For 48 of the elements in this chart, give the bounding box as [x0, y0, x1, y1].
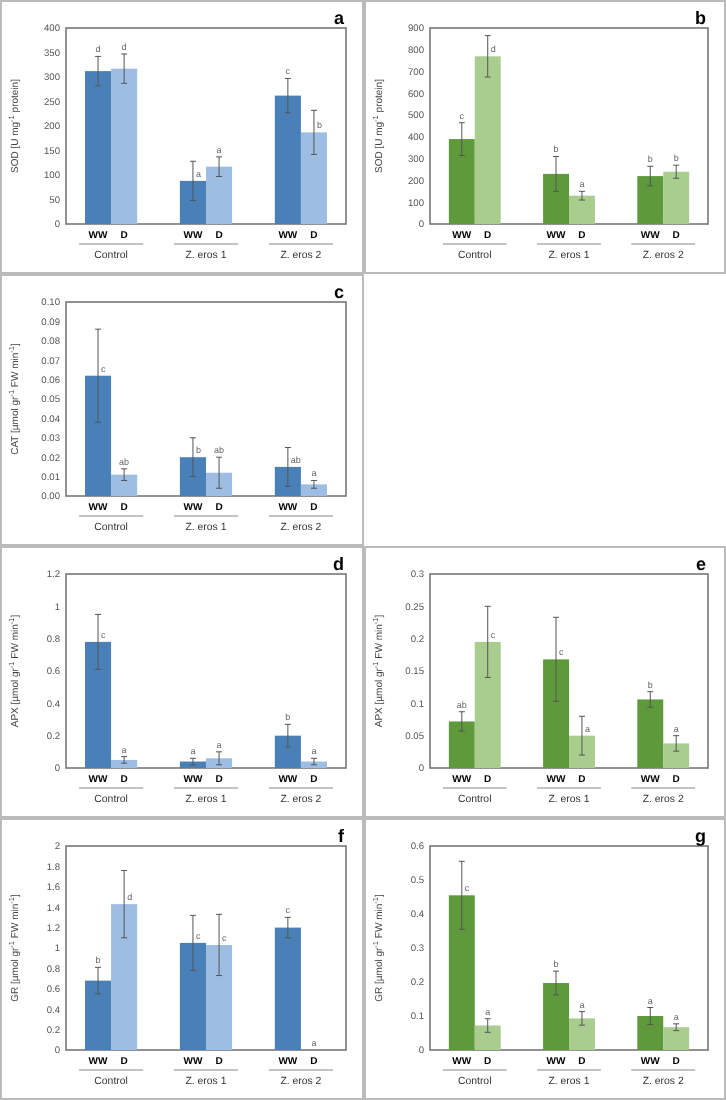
bar [448, 895, 475, 1050]
bar [84, 980, 112, 1050]
bar [543, 983, 569, 1050]
bar [274, 466, 301, 496]
bar [274, 735, 301, 768]
bar [274, 95, 301, 224]
bar [637, 699, 664, 768]
chart-title: c [333, 282, 344, 302]
bar [569, 1018, 595, 1050]
bar [300, 761, 328, 768]
chart-title: g [695, 826, 706, 846]
bar [448, 721, 475, 768]
bar [206, 166, 233, 224]
chart-title: b [695, 8, 707, 28]
chart-title: e [695, 554, 706, 574]
bar [111, 474, 138, 496]
bar [84, 641, 112, 768]
bar [543, 173, 569, 224]
chart-title: a [333, 8, 346, 28]
bar [474, 1025, 501, 1050]
bar [84, 71, 112, 224]
bar [663, 1027, 690, 1050]
chart-title: d [333, 554, 344, 574]
bar [448, 139, 475, 224]
bar [474, 641, 501, 768]
bar [179, 761, 206, 768]
bar [84, 375, 112, 496]
bar [206, 472, 233, 496]
bar [206, 758, 233, 768]
bar [663, 743, 690, 768]
bar [111, 759, 138, 768]
bar [206, 944, 233, 1050]
bar [111, 68, 138, 224]
bar [543, 659, 569, 768]
bar [474, 56, 501, 224]
bar [179, 942, 206, 1050]
bar [179, 180, 206, 224]
bar [569, 735, 595, 768]
bar [300, 484, 328, 496]
bar [300, 132, 328, 224]
bar [179, 457, 206, 496]
bar [663, 171, 690, 224]
bar [637, 1016, 664, 1050]
chart-title: f [338, 826, 346, 846]
bar [111, 904, 138, 1050]
bar [274, 927, 301, 1050]
bar [637, 176, 664, 224]
bar [569, 195, 595, 224]
